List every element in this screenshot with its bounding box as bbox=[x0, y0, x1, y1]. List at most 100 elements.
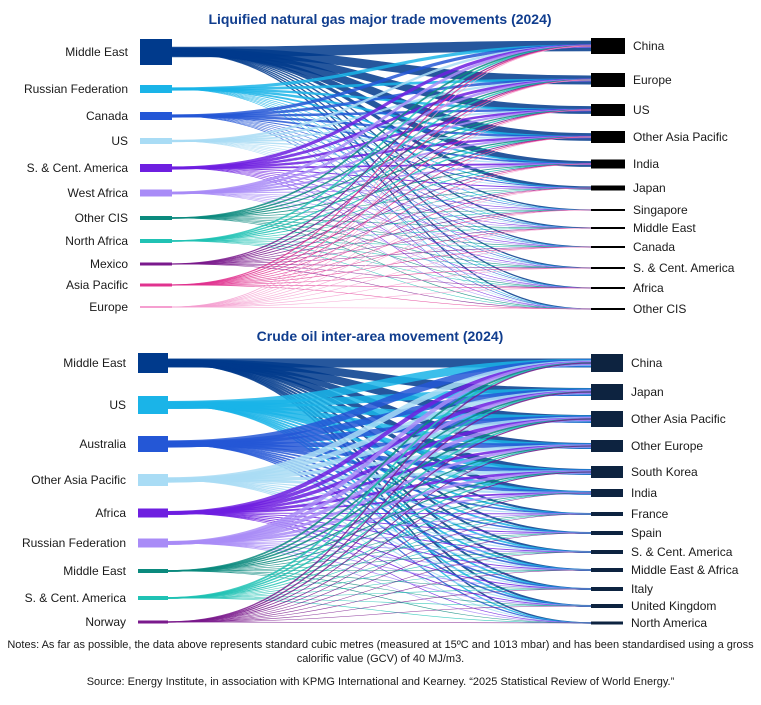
crude-flow-middle-east-6-to-france bbox=[167, 513, 592, 572]
lng-source-node-north-africa-7 bbox=[140, 239, 172, 243]
crude-dest-node-united-kingdom bbox=[591, 604, 623, 608]
lng-flow-mexico-8-to-europe bbox=[171, 79, 592, 265]
lng-flow-middle-east-0-to-other-cis bbox=[171, 51, 592, 310]
crude-flow-norway-8-to-united-kingdom bbox=[167, 605, 592, 623]
crude-flow-norway-8-to-other-asia-pacific bbox=[167, 418, 592, 623]
lng-flow-europe-10-to-singapore bbox=[171, 209, 592, 308]
lng-source-node-canada-2 bbox=[140, 112, 172, 120]
crude-flow-other-asia-pacific-3-to-india bbox=[167, 478, 592, 495]
crude-flow-russian-federation-5-to-france bbox=[167, 513, 592, 544]
crude-flow-africa-4-to-middle-east-africa bbox=[167, 512, 592, 571]
lng-flow-mexico-8-to-china bbox=[171, 45, 592, 265]
lng-source-node-middle-east-0 bbox=[140, 39, 172, 65]
lng-dest-label-other-cis: Other CIS bbox=[633, 302, 686, 316]
lng-dest-label-us: US bbox=[633, 103, 650, 117]
lng-source-label-mexico-8: Mexico bbox=[90, 257, 128, 271]
crude-flow-middle-east-6-to-middle-east-africa bbox=[167, 569, 592, 572]
crude-flow-s-cent-america-7-to-united-kingdom bbox=[167, 597, 592, 607]
crude-flow-norway-8-to-s-cent-america bbox=[167, 551, 592, 623]
lng-source-node-russian-federation-1 bbox=[140, 85, 172, 93]
lng-flow-europe-10-to-canada bbox=[171, 246, 592, 308]
crude-source-node-russian-federation-5 bbox=[138, 538, 168, 548]
crude-flow-other-asia-pacific-3-to-france bbox=[167, 479, 592, 515]
lng-flow-west-africa-5-to-canada bbox=[171, 192, 592, 248]
crude-dest-label-united-kingdom: United Kingdom bbox=[631, 599, 716, 613]
lng-flow-us-3-to-middle-east bbox=[171, 140, 592, 229]
crude-source-node-africa-4 bbox=[138, 508, 168, 518]
crude-dest-label-italy: Italy bbox=[631, 582, 653, 596]
lng-source-node-mexico-8 bbox=[140, 262, 172, 266]
crude-source-label-norway-8: Norway bbox=[85, 615, 126, 629]
source-text: Source: Energy Institute, in association… bbox=[86, 676, 675, 688]
crude-flow-s-cent-america-7-to-south-korea bbox=[167, 471, 592, 599]
lng-flow-other-cis-6-to-china bbox=[171, 45, 592, 219]
lng-flow-other-cis-6-to-us bbox=[171, 109, 592, 219]
lng-flow-other-cis-6-to-middle-east bbox=[171, 217, 592, 229]
lng-flow-west-africa-5-to-china bbox=[171, 44, 592, 195]
crude-flow-norway-8-to-china bbox=[167, 362, 592, 623]
lng-source-label-middle-east-0: Middle East bbox=[65, 45, 128, 59]
lng-flow-other-cis-6-to-europe bbox=[171, 79, 592, 219]
crude-flow-africa-4-to-italy bbox=[167, 512, 592, 590]
lng-flow-asia-pacific-9-to-canada bbox=[171, 246, 592, 286]
lng-source-label-canada-2: Canada bbox=[86, 109, 128, 123]
lng-flow-us-3-to-other-cis bbox=[171, 140, 592, 310]
lng-flow-west-africa-5-to-s-cent-america bbox=[171, 192, 592, 269]
crude-flow-s-cent-america-7-to-other-asia-pacific bbox=[167, 418, 592, 599]
crude-flow-norway-8-to-japan bbox=[167, 391, 592, 623]
crude-flow-middle-east-6-to-united-kingdom bbox=[167, 570, 592, 607]
lng-flow-russian-federation-1-to-middle-east bbox=[171, 88, 592, 229]
crude-flow-us-1-to-united-kingdom bbox=[167, 404, 592, 607]
crude-flow-russian-federation-5-to-north-america bbox=[167, 542, 592, 624]
lng-flow-other-cis-6-to-s-cent-america bbox=[171, 217, 592, 269]
crude-dest-node-spain bbox=[591, 531, 623, 535]
crude-flow-other-asia-pacific-3-to-north-america bbox=[167, 479, 592, 624]
lng-flow-canada-2-to-other-asia-pacific bbox=[171, 114, 592, 139]
lng-flow-north-africa-7-to-china bbox=[171, 45, 592, 242]
crude-source-label-us-1: US bbox=[109, 398, 126, 412]
crude-flow-africa-4-to-s-cent-america bbox=[167, 512, 592, 553]
crude-flow-norway-8-to-spain bbox=[167, 532, 592, 623]
crude-flow-norway-8-to-france bbox=[167, 513, 592, 623]
lng-flow-west-africa-5-to-other-cis bbox=[171, 192, 592, 310]
lng-dest-node-africa bbox=[591, 287, 625, 289]
crude-dest-node-south-korea bbox=[591, 466, 623, 478]
crude-flow-norway-8-to-italy bbox=[167, 588, 592, 623]
lng-flow-other-cis-6-to-japan bbox=[171, 187, 592, 219]
lng-dest-node-middle-east bbox=[591, 227, 625, 229]
lng-flow-europe-10-to-india bbox=[171, 163, 592, 308]
crude-flow-s-cent-america-7-to-japan bbox=[167, 391, 592, 599]
lng-dest-node-other-cis bbox=[591, 308, 625, 310]
lng-source-label-other-cis-6: Other CIS bbox=[75, 211, 128, 225]
lng-flow-canada-2-to-europe bbox=[171, 78, 592, 118]
crude-dest-label-other-asia-pacific: Other Asia Pacific bbox=[631, 412, 726, 426]
lng-dest-label-india: India bbox=[633, 157, 659, 171]
lng-flow-other-cis-6-to-canada bbox=[171, 217, 592, 248]
lng-flow-us-3-to-europe bbox=[171, 78, 592, 143]
lng-dest-node-india bbox=[591, 159, 625, 169]
lng-source-node-europe-10 bbox=[140, 306, 172, 308]
crude-flow-russian-federation-5-to-spain bbox=[167, 532, 592, 544]
crude-dest-node-india bbox=[591, 489, 623, 497]
crude-flow-africa-4-to-india bbox=[167, 492, 592, 514]
crude-flow-africa-4-to-france bbox=[167, 512, 592, 515]
lng-flow-us-3-to-s-cent-america bbox=[171, 140, 592, 269]
lng-flow-west-africa-5-to-singapore bbox=[171, 192, 592, 211]
lng-title: Liquified natural gas major trade moveme… bbox=[208, 11, 551, 27]
crude-flow-other-asia-pacific-3-to-s-cent-america bbox=[167, 479, 592, 553]
crude-source-node-us-1 bbox=[138, 396, 168, 414]
crude-dest-label-france: France bbox=[631, 507, 669, 521]
lng-source-label-s-cent-america-4: S. & Cent. America bbox=[27, 161, 129, 175]
crude-source-node-norway-8 bbox=[138, 620, 168, 624]
lng-flow-canada-2-to-africa bbox=[171, 115, 592, 289]
crude-dest-label-china: China bbox=[631, 356, 663, 370]
crude-source-label-africa-4: Africa bbox=[95, 506, 126, 520]
crude-dest-label-s-cent-america: S. & Cent. America bbox=[631, 545, 733, 559]
crude-flow-s-cent-america-7-to-north-america bbox=[167, 597, 592, 624]
lng-flow-russian-federation-1-to-other-cis bbox=[171, 88, 592, 310]
lng-flow-north-africa-7-to-other-asia-pacific bbox=[171, 136, 592, 242]
crude-nodes: Middle East US Australia Other Asia Pacific… bbox=[22, 353, 739, 630]
crude-flow-middle-east-6-to-spain bbox=[167, 532, 592, 572]
lng-dest-node-japan bbox=[591, 185, 625, 191]
crude-flow-norway-8-to-middle-east-africa bbox=[167, 569, 592, 623]
